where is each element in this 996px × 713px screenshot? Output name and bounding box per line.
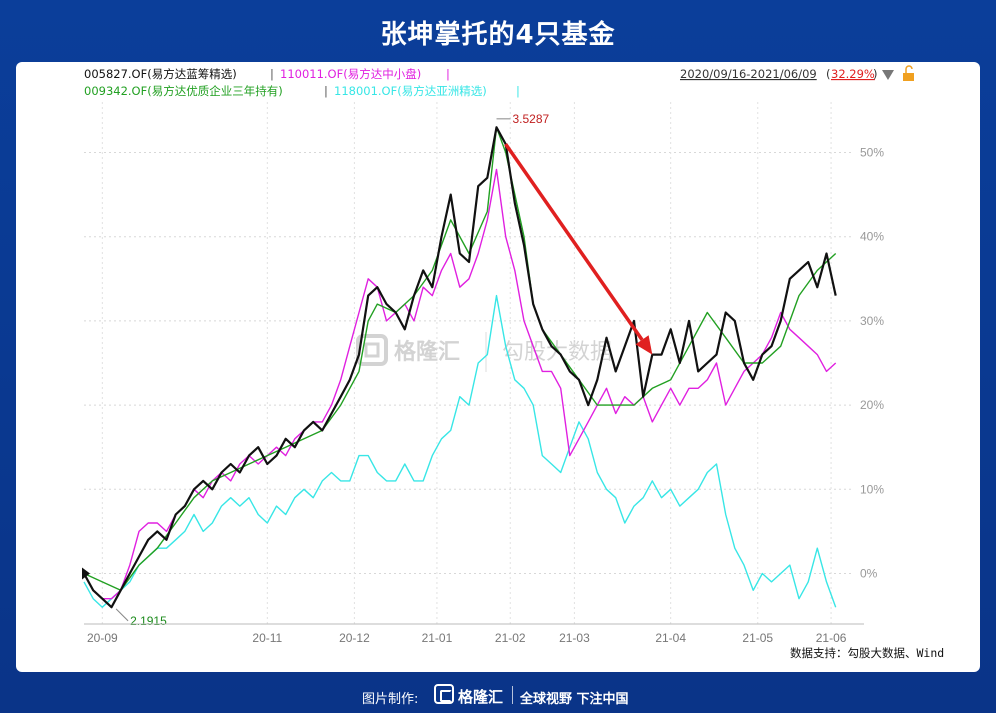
legend-item-1: 005827.OF(易方达蓝筹精选) [84,67,237,81]
page-title: 张坤掌托的4只基金 [380,20,616,50]
x-tick-label: 20-12 [339,631,370,645]
y-tick-label: 0% [860,566,878,580]
svg-text:|: | [270,67,274,81]
watermark: 格隆汇 勾股大数据 [356,332,612,372]
svg-text:|: | [324,84,328,98]
watermark-left: 格隆汇 [394,339,460,365]
legend-item-2: 110011.OF(易方达中小盘) [280,67,421,81]
current-marker-icon [82,567,90,580]
trend-arrow-head [635,335,653,355]
footer-divider [512,686,513,704]
chart-panel: 格隆汇 勾股大数据 005827.OF(易方达蓝筹精选) | 110011.OF… [16,62,980,672]
x-tick-label: 21-02 [495,631,526,645]
footer-label: 图片制作: [362,692,419,707]
x-tick-label: 21-03 [559,631,590,645]
x-tick-label: 21-05 [742,631,773,645]
svg-text:|: | [516,84,520,98]
source-note: 数据支持：勾股大数据、Wind [790,646,944,660]
brand-logo-icon [434,684,454,704]
min-value-label: 2.1915 [130,614,167,628]
footer-slogan: 全球视野 下注中国 [520,692,629,707]
svg-text:): ) [873,67,878,81]
max-value-label: 3.5287 [513,112,550,126]
svg-text:(: ( [826,67,831,81]
footer: 图片制作: 格隆汇 全球视野 下注中国 [0,684,996,708]
legend-item-3: 009342.OF(易方达优质企业三年持有) [84,84,283,98]
trend-arrow [504,143,644,341]
series-line-4 [83,294,837,608]
date-range: 2020/09/16-2021/06/09 [680,67,817,81]
y-tick-label: 10% [860,482,884,496]
fund-line-chart: 格隆汇 勾股大数据 005827.OF(易方达蓝筹精选) | 110011.OF… [82,65,944,660]
y-tick-label: 50% [860,146,884,160]
x-tick-label: 21-04 [655,631,686,645]
legend: 005827.OF(易方达蓝筹精选) | 110011.OF(易方达中小盘) |… [84,67,520,98]
legend-item-4: 118001.OF(易方达亚洲精选) [334,84,487,98]
x-tick-label: 21-06 [816,631,847,645]
series-line-1 [83,126,837,609]
svg-text:|: | [446,67,450,81]
y-tick-label: 20% [860,398,884,412]
y-tick-label: 40% [860,230,884,244]
x-tick-label: 20-11 [252,631,282,645]
x-tick-label: 20-09 [87,631,118,645]
dropdown-triangle-icon[interactable] [882,70,894,80]
x-tick-label: 21-01 [422,631,453,645]
min-leader [115,608,129,622]
lock-icon[interactable] [903,65,914,81]
range-change: 32.29% [831,67,875,81]
series-line-2 [83,168,837,600]
footer-brand: 格隆汇 [458,688,504,706]
y-tick-label: 30% [860,314,884,328]
